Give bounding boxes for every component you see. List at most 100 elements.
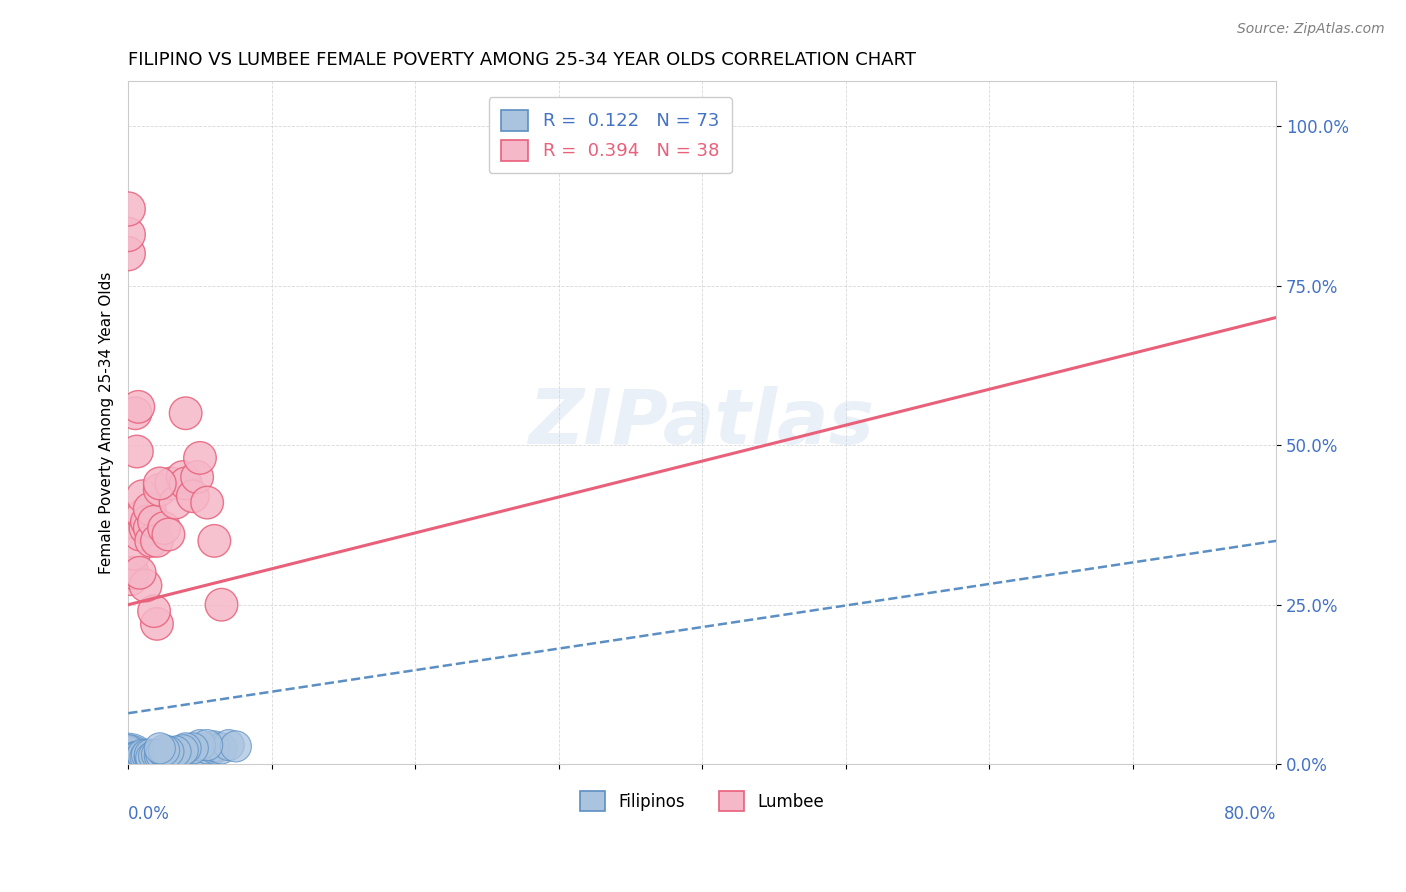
- Point: [131, 508, 153, 523]
- Point: [117, 757, 139, 772]
- Point: [141, 751, 163, 765]
- Point: [218, 738, 240, 752]
- Point: [174, 746, 197, 760]
- Point: [117, 757, 139, 772]
- Point: [153, 521, 176, 535]
- Point: [117, 754, 139, 768]
- Point: [128, 527, 150, 541]
- Point: [172, 470, 194, 484]
- Point: [117, 744, 139, 758]
- Point: [120, 572, 142, 586]
- Point: [157, 744, 180, 758]
- Text: 0.0%: 0.0%: [128, 805, 170, 823]
- Point: [117, 757, 139, 772]
- Point: [202, 533, 225, 548]
- Point: [117, 227, 139, 242]
- Point: [128, 752, 150, 766]
- Text: FILIPINO VS LUMBEE FEMALE POVERTY AMONG 25-34 YEAR OLDS CORRELATION CHART: FILIPINO VS LUMBEE FEMALE POVERTY AMONG …: [128, 51, 917, 69]
- Point: [117, 757, 139, 772]
- Point: [141, 533, 163, 548]
- Point: [117, 757, 139, 772]
- Point: [117, 757, 139, 772]
- Point: [134, 578, 156, 592]
- Point: [150, 747, 173, 762]
- Point: [135, 515, 157, 529]
- Text: Source: ZipAtlas.com: Source: ZipAtlas.com: [1237, 22, 1385, 37]
- Legend: Filipinos, Lumbee: Filipinos, Lumbee: [574, 785, 831, 817]
- Point: [127, 400, 149, 414]
- Point: [156, 747, 179, 762]
- Point: [181, 741, 204, 756]
- Point: [143, 749, 166, 764]
- Point: [139, 502, 162, 516]
- Point: [139, 747, 162, 762]
- Point: [131, 747, 153, 762]
- Point: [128, 566, 150, 580]
- Point: [202, 739, 225, 754]
- Point: [172, 743, 194, 757]
- Point: [117, 756, 139, 770]
- Point: [149, 749, 172, 764]
- Point: [195, 741, 218, 756]
- Point: [117, 755, 139, 769]
- Point: [202, 741, 225, 756]
- Point: [117, 747, 139, 762]
- Point: [117, 747, 139, 762]
- Point: [117, 757, 139, 772]
- Point: [134, 521, 156, 535]
- Text: ZIPatlas: ZIPatlas: [529, 386, 875, 459]
- Point: [124, 406, 146, 420]
- Point: [117, 753, 139, 767]
- Point: [188, 450, 211, 465]
- Point: [117, 202, 139, 216]
- Point: [117, 754, 139, 768]
- Point: [146, 616, 169, 631]
- Point: [122, 752, 145, 766]
- Point: [131, 749, 153, 764]
- Point: [139, 749, 162, 764]
- Point: [153, 743, 176, 757]
- Point: [149, 483, 172, 497]
- Point: [149, 741, 172, 756]
- Point: [165, 744, 187, 758]
- Point: [117, 747, 139, 761]
- Point: [124, 751, 146, 765]
- Point: [139, 521, 162, 535]
- Point: [117, 757, 139, 772]
- Point: [125, 751, 148, 765]
- Point: [186, 470, 208, 484]
- Point: [117, 757, 139, 772]
- Point: [167, 744, 190, 758]
- Point: [121, 566, 143, 580]
- Point: [134, 749, 156, 764]
- Point: [211, 598, 233, 612]
- Point: [174, 406, 197, 420]
- Point: [143, 515, 166, 529]
- Point: [160, 747, 183, 762]
- Point: [188, 738, 211, 752]
- Point: [188, 743, 211, 757]
- Point: [195, 738, 218, 752]
- Point: [146, 747, 169, 762]
- Point: [172, 744, 194, 758]
- Point: [181, 744, 204, 758]
- Point: [129, 751, 152, 765]
- Point: [211, 741, 233, 756]
- Point: [157, 527, 180, 541]
- Point: [135, 747, 157, 762]
- Point: [117, 746, 139, 760]
- Point: [153, 746, 176, 760]
- Point: [117, 754, 139, 768]
- Point: [117, 743, 139, 757]
- Point: [122, 547, 145, 561]
- Point: [131, 489, 153, 503]
- Point: [125, 444, 148, 458]
- Point: [174, 476, 197, 491]
- Text: 80.0%: 80.0%: [1223, 805, 1277, 823]
- Point: [121, 754, 143, 768]
- Point: [177, 744, 200, 758]
- Point: [160, 476, 183, 491]
- Point: [163, 746, 186, 760]
- Point: [117, 757, 139, 772]
- Point: [117, 756, 139, 770]
